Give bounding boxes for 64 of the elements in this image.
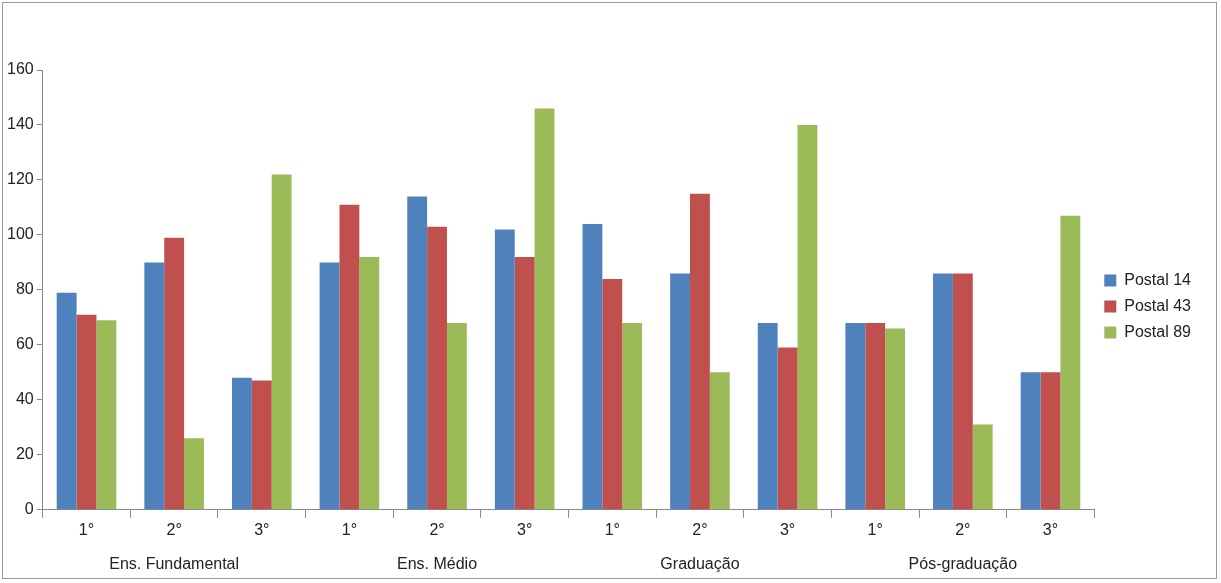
x-tick-label: 3° [254, 520, 270, 538]
bar [709, 372, 730, 510]
bar [865, 322, 886, 510]
bar [319, 262, 340, 510]
y-tick-label: 40 [15, 390, 34, 408]
y-tick-label: 80 [15, 280, 34, 298]
bar [56, 292, 77, 510]
bar [339, 204, 360, 510]
y-tick-label: 20 [15, 445, 34, 463]
y-tick-label: 0 [24, 500, 34, 518]
x-tick-label: 1° [604, 520, 620, 538]
bar [359, 256, 380, 510]
bar [690, 193, 710, 510]
bar [427, 226, 447, 510]
bar [845, 322, 866, 510]
x-tick-label: 3° [779, 520, 796, 538]
bar [1020, 372, 1041, 510]
bar [184, 438, 204, 510]
text: Graduação [660, 555, 740, 573]
bar [534, 108, 555, 510]
bar [407, 196, 428, 510]
x-tick-label: 2° [692, 520, 708, 538]
legend-label: Postal 43 [1124, 296, 1192, 314]
x-tick-label: 3° [517, 520, 533, 538]
bar [885, 328, 905, 510]
bar [76, 314, 97, 510]
bar [1040, 372, 1061, 510]
bar [757, 322, 778, 510]
bar [251, 380, 272, 510]
y-tick-label: 60 [15, 335, 34, 353]
bar [494, 229, 515, 510]
x-tick-label: 2° [429, 520, 445, 538]
bar [933, 273, 953, 510]
bar [446, 322, 467, 510]
legend-label: Postal 89 [1124, 322, 1192, 340]
bar [96, 320, 117, 510]
text: Ens. Médio [397, 555, 478, 573]
y-tick-label: 100 [6, 225, 34, 243]
text: Pós-graduação [908, 555, 1018, 573]
bar [952, 273, 973, 510]
bar [164, 237, 185, 510]
x-tick-label: 1° [867, 520, 883, 538]
bar [514, 256, 535, 510]
bar [231, 377, 252, 510]
y-tick-label: 160 [6, 60, 34, 78]
x-tick-label: 1° [341, 520, 358, 538]
bar [777, 347, 798, 510]
bar [602, 278, 623, 510]
bar [797, 124, 818, 510]
y-tick-label: 140 [6, 115, 34, 133]
x-tick-label: 2° [955, 520, 971, 538]
bar [622, 322, 643, 510]
y-tick-label: 120 [6, 170, 34, 188]
bar [972, 424, 993, 510]
bar [1060, 215, 1081, 510]
bar [271, 174, 292, 510]
bar [582, 223, 603, 510]
text: Ens. Fundamental [109, 555, 240, 573]
legend-label: Postal 14 [1124, 270, 1192, 288]
x-tick-label: 1° [78, 520, 95, 538]
x-tick-label: 3° [1042, 520, 1059, 538]
x-tick-label: 2° [166, 520, 182, 538]
bar [670, 273, 691, 510]
bar [144, 262, 165, 510]
